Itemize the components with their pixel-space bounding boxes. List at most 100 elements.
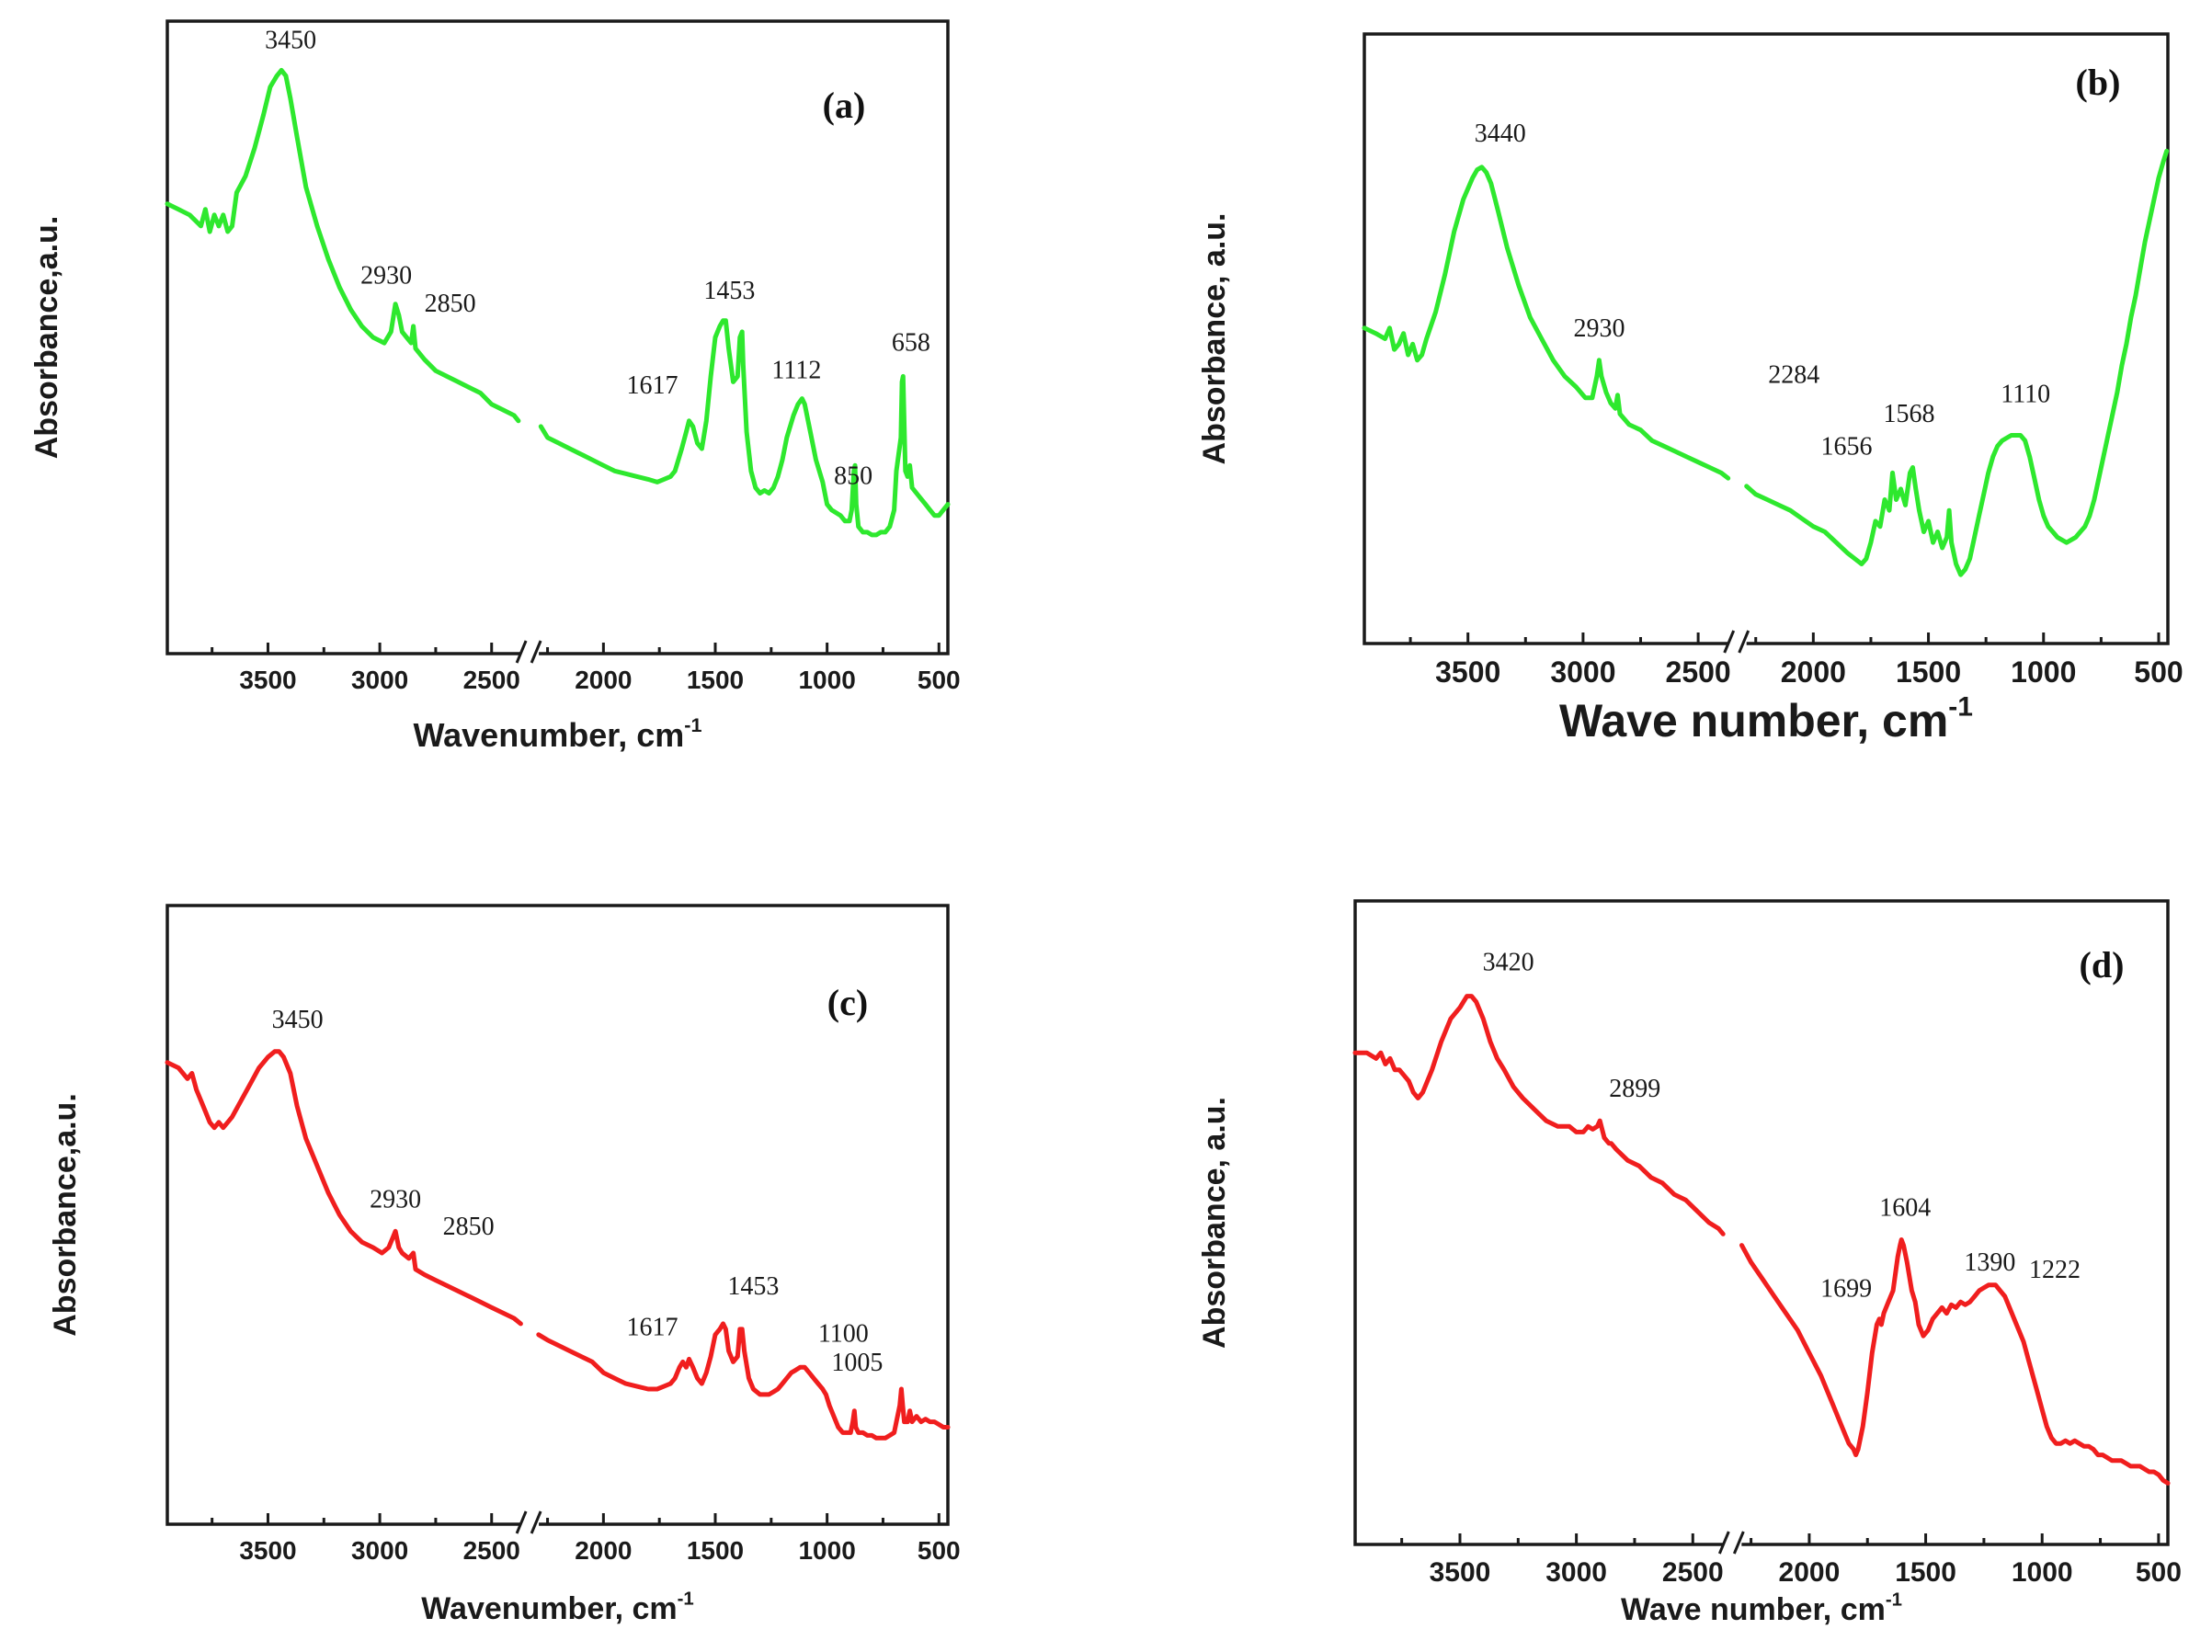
axis-break-mark-b — [1723, 630, 1736, 654]
x-tick-label-b-1500: 1500 — [1896, 655, 1961, 689]
peak-label-c-1100: 1100 — [818, 1319, 869, 1348]
x-axis-title-superscript-a: -1 — [684, 713, 701, 736]
spectrum-line-c-1 — [165, 1049, 523, 1327]
panel-b: 3500 3000 2500 2000 1500 1000 500 3440 2930 2284 1… — [1197, 32, 2183, 747]
peak-label-c-1005: 1005 — [831, 1349, 883, 1377]
x-tick-label-c-1500: 1500 — [687, 1536, 744, 1565]
peak-label-b-1110: 1110 — [2001, 381, 2050, 409]
x-tick-label-a-2500: 2500 — [463, 666, 520, 694]
plot-frame-d — [1353, 899, 2170, 1546]
axis-break-mark-c — [530, 1510, 542, 1534]
x-axis-title-c: Wavenumber, cm-1 — [421, 1589, 694, 1626]
spectrum-line-c-2 — [536, 1321, 951, 1441]
peak-label-a-658: 658 — [892, 328, 930, 357]
y-axis-title-a: Absorbance,a.u. — [29, 216, 64, 460]
peak-label-c-1617: 1617 — [627, 1313, 678, 1341]
peak-label-a-2930: 2930 — [360, 262, 412, 291]
x-tick-label-c-2500: 2500 — [463, 1536, 520, 1565]
peak-label-a-3450: 3450 — [265, 26, 316, 54]
x-tick-label-d-3500: 3500 — [1430, 1557, 1491, 1588]
peak-label-d-3420: 3420 — [1483, 949, 1534, 977]
peak-label-d-1390: 1390 — [1964, 1248, 2015, 1277]
peak-label-a-1617: 1617 — [627, 371, 678, 400]
plot-frame-b — [1363, 32, 2170, 645]
panel-label-c: (c) — [827, 982, 868, 1023]
peak-label-a-1453: 1453 — [703, 277, 755, 305]
panel-c: 3500 3000 2500 2000 1500 1000 500 3450 2930 2850 1… — [48, 904, 961, 1626]
x-axis-title-b: Wave number, cm-1 — [1559, 692, 1973, 747]
peak-label-a-2850: 2850 — [425, 290, 476, 318]
x-tick-label-b-500: 500 — [2134, 655, 2183, 689]
peak-label-b-1568: 1568 — [1884, 400, 1935, 428]
peak-label-d-1699: 1699 — [1820, 1275, 1872, 1304]
x-tick-label-a-1500: 1500 — [687, 666, 744, 694]
x-tick-label-c-500: 500 — [918, 1536, 961, 1565]
panel-label-b: (b) — [2076, 62, 2121, 103]
x-tick-label-d-2500: 2500 — [1662, 1557, 1724, 1588]
peak-label-a-850: 850 — [834, 462, 872, 491]
x-tick-label-b-1000: 1000 — [2011, 655, 2076, 689]
x-axis-title-text-a: Wavenumber, cm — [414, 716, 685, 754]
peak-label-c-1453: 1453 — [727, 1272, 779, 1301]
panel-d: 3500 3000 2500 2000 1500 1000 500 3420 2899 1699 1… — [1197, 899, 2182, 1627]
spectrum-line-d-2 — [1739, 1237, 2171, 1486]
y-axis-title-b: Absorbance, a.u. — [1197, 213, 1232, 465]
x-tick-label-d-500: 500 — [2136, 1557, 2182, 1588]
x-tick-label-d-3000: 3000 — [1545, 1557, 1607, 1588]
peak-label-c-2930: 2930 — [370, 1185, 421, 1213]
plot-frame-a — [165, 19, 950, 655]
peak-label-c-2850: 2850 — [443, 1213, 495, 1241]
x-tick-label-b-3500: 3500 — [1435, 655, 1500, 689]
x-tick-label-b-2000: 2000 — [1781, 655, 1846, 689]
axis-break-mark-a — [515, 640, 528, 664]
axis-break-mark-b — [1738, 630, 1750, 654]
x-tick-label-a-3000: 3000 — [351, 666, 408, 694]
plot-frame-c — [165, 904, 950, 1526]
axis-break-mark-d — [1732, 1531, 1745, 1555]
peak-label-c-3450: 3450 — [272, 1006, 324, 1034]
peak-label-b-1656: 1656 — [1820, 432, 1872, 461]
x-tick-label-d-2000: 2000 — [1779, 1557, 1841, 1588]
peak-label-b-2930: 2930 — [1573, 314, 1625, 343]
peak-label-a-1112: 1112 — [771, 357, 821, 385]
peak-label-d-1222: 1222 — [2029, 1256, 2081, 1284]
x-axis-title-text-c: Wavenumber, cm — [421, 1591, 677, 1626]
x-tick-label-b-2500: 2500 — [1666, 655, 1731, 689]
x-tick-label-d-1500: 1500 — [1895, 1557, 1956, 1588]
spectrum-line-a-1 — [165, 67, 521, 424]
x-tick-label-d-1000: 1000 — [2012, 1557, 2073, 1588]
peak-label-b-3440: 3440 — [1475, 120, 1526, 148]
x-axis-title-superscript-b: -1 — [1948, 692, 1973, 723]
x-tick-label-a-1000: 1000 — [798, 666, 855, 694]
y-axis-title-d: Absorbance, a.u. — [1197, 1097, 1232, 1349]
x-tick-label-c-3000: 3000 — [351, 1536, 408, 1565]
x-axis-title-text-b: Wave number, cm — [1559, 695, 1948, 746]
peak-label-b-2284: 2284 — [1768, 361, 1819, 390]
spectrum-line-b-2 — [1744, 148, 2170, 577]
x-axis-title-text-d: Wave number, cm — [1621, 1592, 1886, 1627]
spectrum-line-a-2 — [538, 318, 951, 538]
peak-label-d-2899: 2899 — [1609, 1075, 1660, 1103]
panel-label-a: (a) — [823, 85, 866, 126]
panel-a: 3500 3000 2500 2000 1500 1000 500 3450 2930 2850 1… — [29, 19, 961, 754]
x-tick-label-a-2000: 2000 — [575, 666, 632, 694]
x-axis-title-superscript-c: -1 — [678, 1589, 694, 1610]
panel-label-d: (d) — [2080, 944, 2125, 986]
axis-break-mark-a — [530, 640, 542, 664]
spectrum-line-b-1 — [1362, 165, 1731, 481]
x-tick-label-a-3500: 3500 — [239, 666, 296, 694]
x-axis-title-a: Wavenumber, cm-1 — [414, 713, 702, 754]
x-tick-label-b-3000: 3000 — [1550, 655, 1615, 689]
peak-label-d-1604: 1604 — [1879, 1193, 1931, 1222]
x-axis-title-superscript-d: -1 — [1886, 1590, 1902, 1611]
x-tick-label-a-500: 500 — [918, 666, 961, 694]
axis-break-mark-d — [1717, 1531, 1730, 1555]
x-tick-label-c-2000: 2000 — [575, 1536, 632, 1565]
axis-break-mark-c — [515, 1510, 528, 1534]
x-tick-label-c-1000: 1000 — [798, 1536, 855, 1565]
spectrum-line-d-1 — [1352, 994, 1726, 1236]
y-axis-title-c: Absorbance,a.u. — [48, 1093, 83, 1337]
x-axis-title-d: Wave number, cm-1 — [1621, 1590, 1902, 1627]
x-tick-label-c-3500: 3500 — [239, 1536, 296, 1565]
